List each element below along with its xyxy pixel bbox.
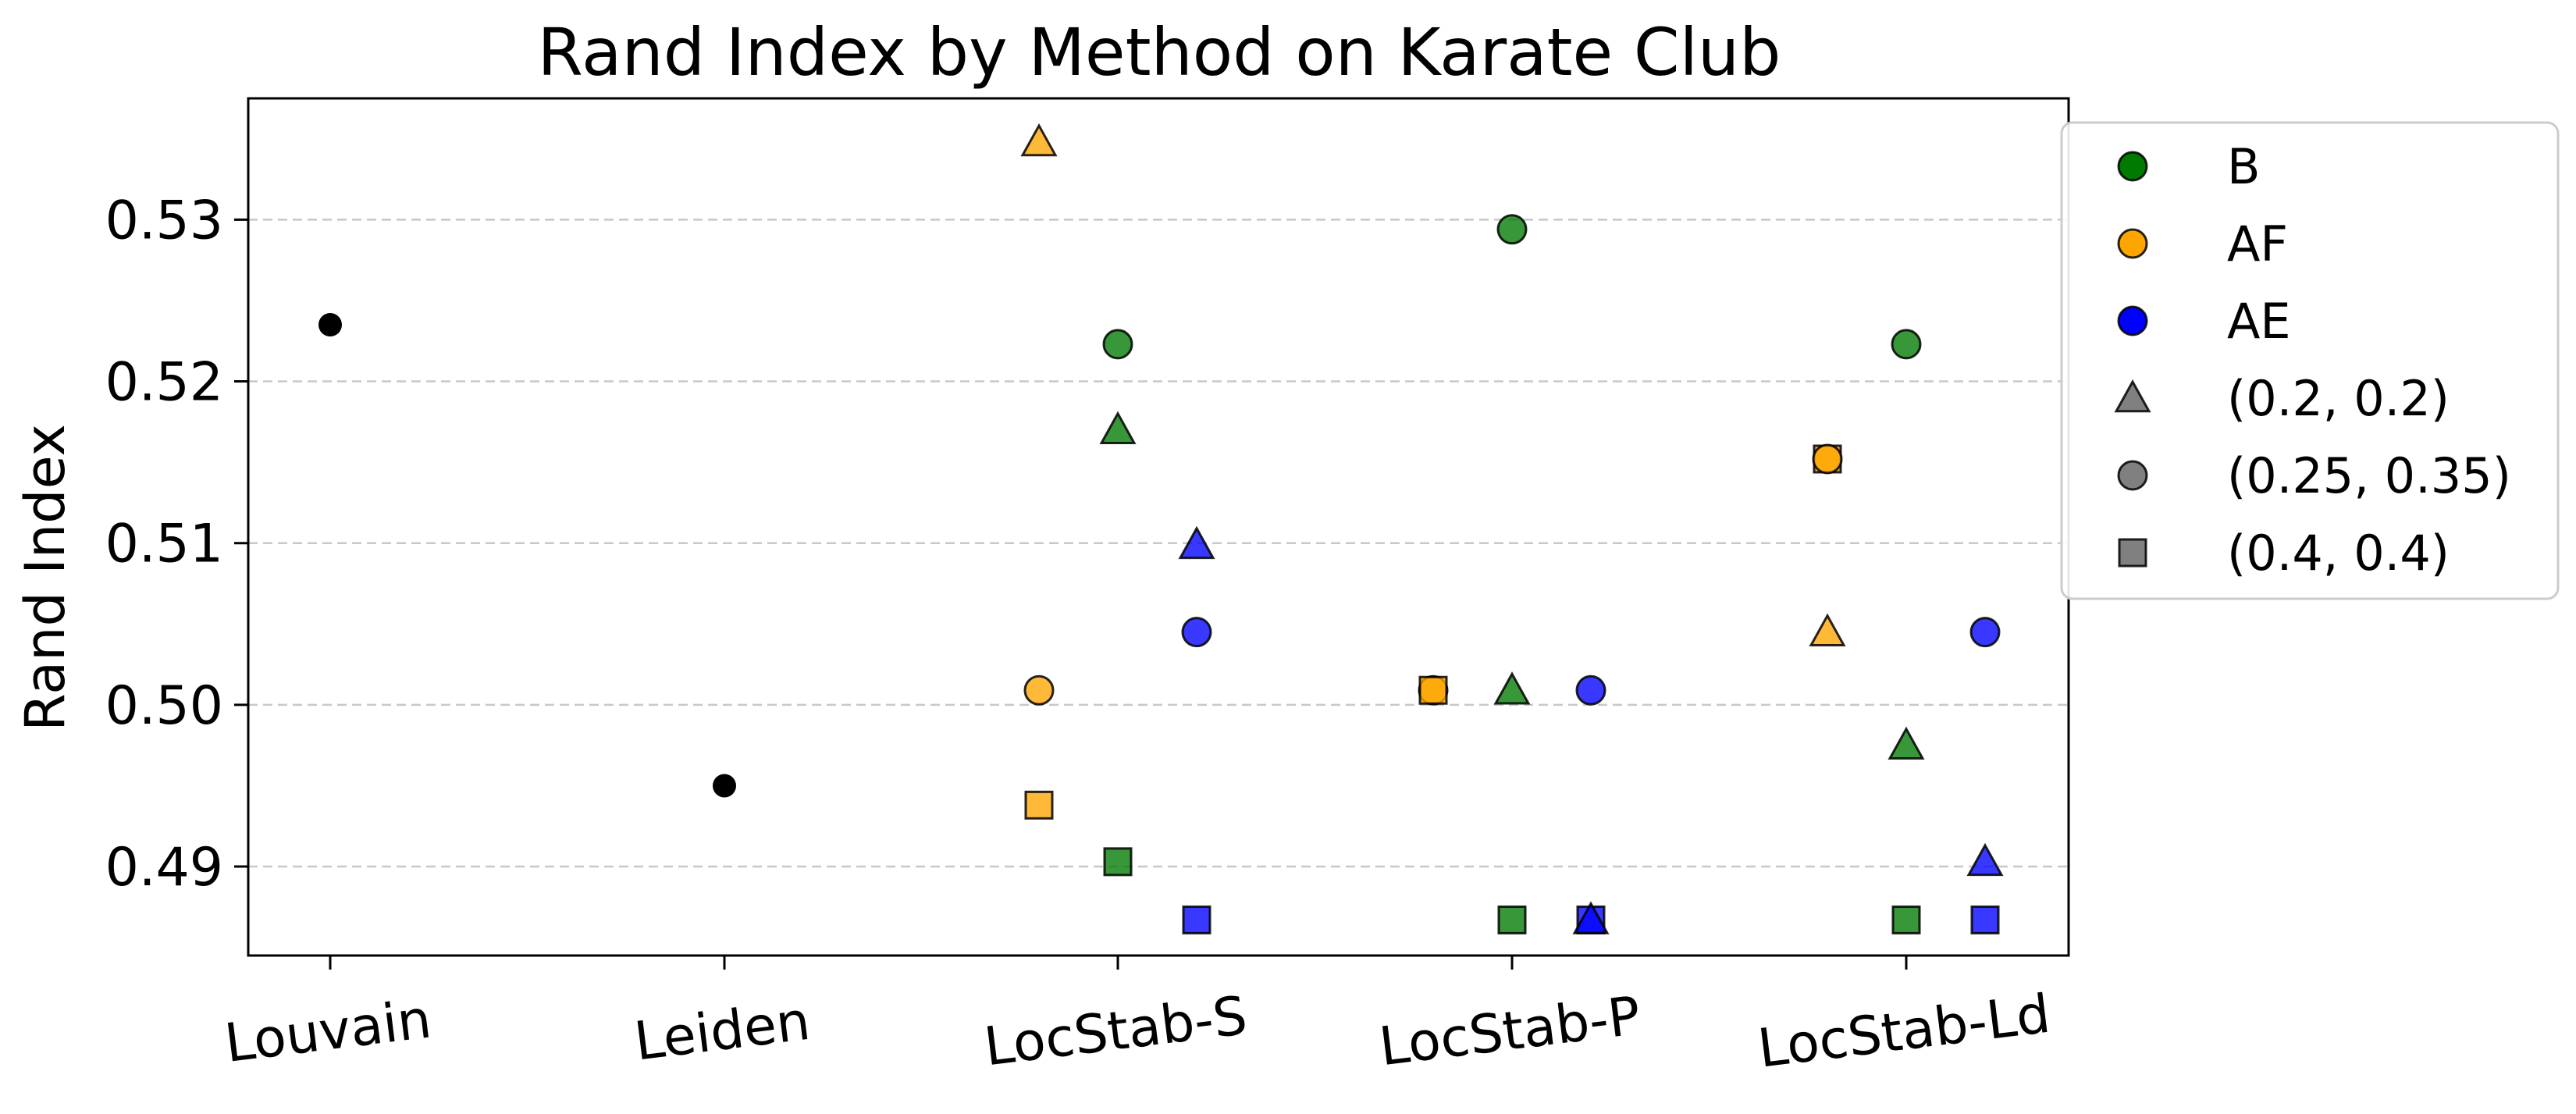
data-point-b [1102, 329, 1133, 360]
data-point-ae [1181, 617, 1212, 648]
grid-lines [248, 219, 2069, 868]
legend-label: B [2227, 138, 2261, 195]
plot-frame [247, 97, 2070, 957]
data-point-b [1891, 329, 1922, 360]
legend-marker [2117, 228, 2148, 259]
legend-label: AE [2227, 293, 2291, 350]
legend-marker [2117, 305, 2148, 336]
y-tick-label: 0.53 [105, 190, 223, 251]
legend: B AF AE (0.2, 0.2) (0.25, 0.35) (0.4, 0.4) [2060, 121, 2560, 600]
data-point-af [1812, 443, 1843, 475]
data-point-ae [1572, 901, 1610, 934]
data-point-leiden [713, 774, 736, 798]
legend-label: (0.25, 0.35) [2227, 447, 2511, 504]
data-point-af [1809, 613, 1846, 646]
legend-marker [2118, 538, 2147, 568]
chart-title: Rand Index by Method on Karate Club [538, 14, 1781, 91]
data-point-b [1493, 671, 1531, 705]
x-tick-label: LocStab-S [981, 985, 1251, 1079]
y-tick-label: 0.50 [105, 675, 223, 737]
data-point-ae [1970, 905, 2000, 934]
x-tick-label: LocStab-P [1376, 985, 1644, 1078]
y-axis-label: Rand Index [13, 424, 77, 731]
y-tick-label: 0.49 [105, 837, 223, 899]
legend-label: (0.2, 0.2) [2227, 370, 2450, 427]
y-axis-ticks: 0.49 0.50 0.51 0.52 0.53 [105, 190, 248, 899]
data-point-ae [1182, 905, 1212, 934]
data-point-ae [1178, 525, 1215, 560]
y-tick-label: 0.52 [105, 352, 223, 414]
data-point-b [1099, 411, 1137, 444]
y-tick-label: 0.51 [105, 514, 223, 575]
legend-label: (0.4, 0.4) [2227, 525, 2450, 582]
data-point-b [1496, 214, 1528, 245]
data-point-af [1418, 675, 1448, 705]
x-tick-label: Louvain [222, 988, 435, 1075]
data-point-b [1891, 905, 1921, 934]
data-point-af [1023, 674, 1055, 706]
data-point-ae [1966, 842, 2004, 877]
data-point-b [1497, 905, 1527, 934]
x-axis-ticks: Louvain Leiden LocStab-S LocStab-P LocStab-L… [222, 956, 2054, 1080]
legend-marker [2117, 460, 2148, 491]
data-points [318, 123, 2004, 934]
data-point-ae [1969, 617, 2001, 648]
data-point-ae [1575, 674, 1606, 706]
x-tick-label: LocStab-Ld [1755, 984, 2054, 1080]
legend-marker [2114, 379, 2151, 413]
legend-box [2060, 121, 2560, 600]
data-point-louvain [318, 313, 342, 337]
data-point-b [1103, 847, 1133, 877]
data-point-b [1888, 726, 1925, 760]
x-tick-label: Leiden [632, 991, 813, 1073]
data-point-af [1024, 790, 1054, 820]
data-point-af [1020, 123, 1058, 157]
legend-label: AF [2227, 215, 2288, 272]
legend-marker [2117, 151, 2148, 182]
